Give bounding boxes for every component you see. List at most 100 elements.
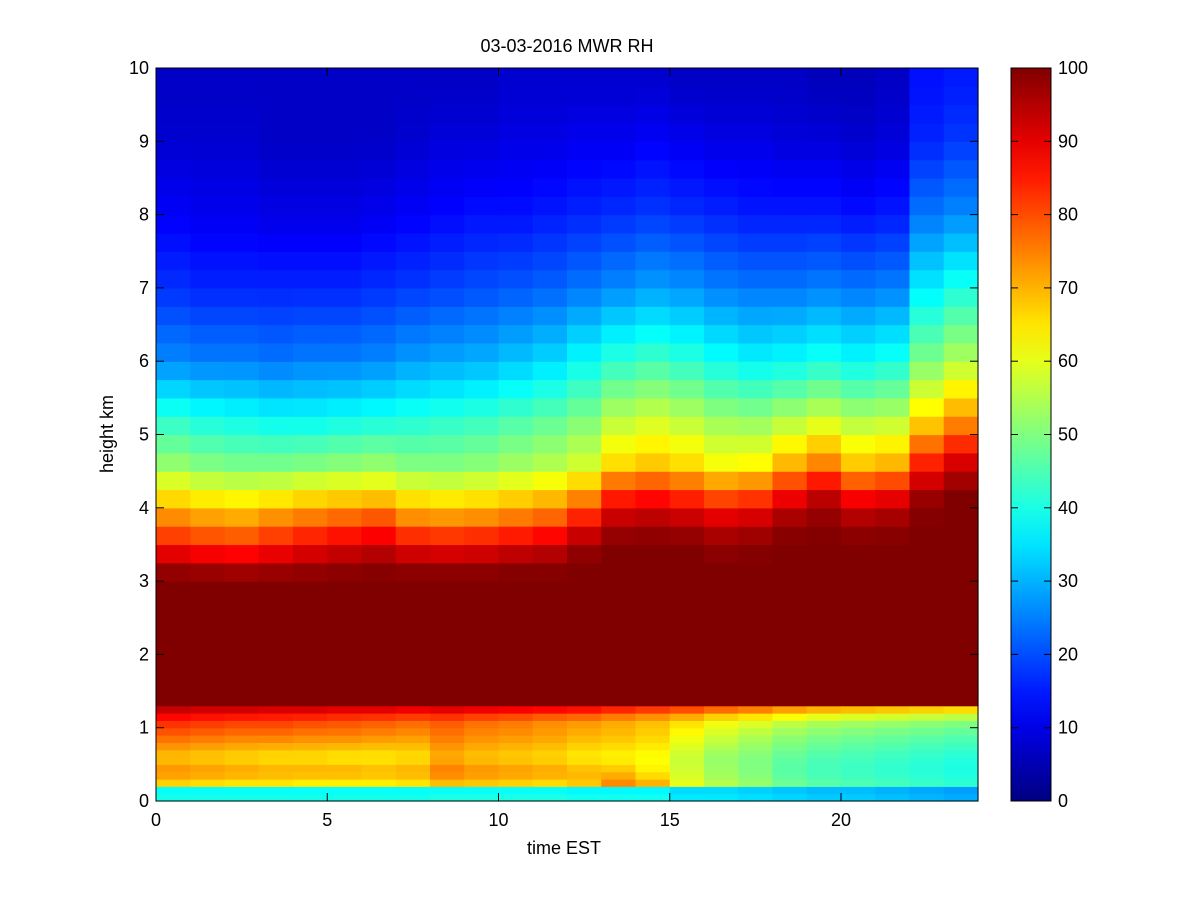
heatmap-cell [669, 654, 705, 674]
heatmap-cell [498, 599, 534, 619]
heatmap-cell [669, 672, 705, 692]
heatmap-cell [258, 526, 294, 546]
heatmap-cell [601, 727, 637, 736]
heatmap-cell [258, 306, 294, 326]
heatmap-cell [258, 361, 294, 381]
heatmap-cell [841, 342, 876, 362]
heatmap-cell [704, 251, 739, 271]
heatmap-cell [806, 452, 842, 472]
heatmap-cell [156, 581, 191, 601]
heatmap-cell [635, 177, 671, 197]
heatmap-cell [464, 196, 500, 216]
heatmap-cell [841, 764, 876, 773]
heatmap-cell [224, 636, 260, 655]
heatmap-cell [601, 434, 637, 454]
heatmap-cell [635, 104, 671, 124]
heatmap-cell [361, 786, 397, 795]
heatmap-cell [327, 771, 363, 780]
heatmap-cell [601, 771, 637, 780]
heatmap-cell [875, 544, 911, 564]
x-axis-label: time EST [527, 838, 601, 858]
heatmap-cell [909, 779, 945, 787]
heatmap-cell [156, 452, 191, 472]
heatmap-cell [943, 159, 979, 179]
heatmap-cell [875, 691, 911, 707]
heatmap-cell [430, 749, 465, 758]
heatmap-cell [806, 489, 842, 509]
heatmap-cell [395, 214, 431, 234]
heatmap-cell [943, 544, 979, 564]
heatmap-cell [806, 691, 842, 707]
heatmap-cell [738, 416, 774, 436]
heatmap-cell [601, 793, 637, 802]
heatmap-cell [224, 232, 260, 252]
heatmap-cell [704, 713, 739, 721]
heatmap-cell [327, 654, 363, 674]
heatmap-cell [532, 672, 568, 692]
heatmap-cell [293, 764, 328, 773]
heatmap-cell [156, 141, 191, 161]
heatmap-cell [498, 749, 534, 758]
heatmap-cell [841, 562, 876, 582]
heatmap-cell [156, 779, 191, 787]
heatmap-cell [909, 159, 945, 179]
heatmap-cell [224, 713, 260, 721]
y-tick-label: 3 [139, 571, 149, 591]
heatmap-cell [841, 691, 876, 707]
heatmap-cell [841, 757, 876, 765]
heatmap-cell [841, 159, 876, 179]
heatmap-cell [532, 779, 568, 787]
heatmap-cell [909, 507, 945, 527]
heatmap-cell [258, 342, 294, 362]
heatmap-cell [772, 691, 808, 707]
heatmap-cell [806, 742, 842, 751]
heatmap-cell [841, 672, 876, 692]
heatmap-cell [704, 672, 739, 692]
heatmap-cell [669, 793, 705, 802]
heatmap-cell [156, 749, 191, 758]
heatmap-cell [704, 196, 739, 216]
heatmap-cell [430, 141, 465, 161]
heatmap-cell [498, 581, 534, 601]
heatmap-cell [464, 749, 500, 758]
heatmap-cell [806, 636, 842, 655]
heatmap-cell [156, 757, 191, 765]
heatmap-cell [190, 232, 226, 252]
heatmap-cell [909, 196, 945, 216]
heatmap-cell [258, 581, 294, 601]
heatmap-cell [875, 214, 911, 234]
heatmap-cell [395, 324, 431, 344]
heatmap-cell [395, 757, 431, 765]
heatmap-cell [532, 471, 568, 491]
x-axis: 0 5 10 15 20 [151, 68, 851, 830]
heatmap-cell [498, 141, 534, 161]
heatmap-cell [669, 507, 705, 527]
heatmap-cell [635, 720, 671, 729]
heatmap-cell [669, 786, 705, 795]
y-axis: 0 1 2 3 4 5 6 7 8 9 10 [129, 58, 978, 811]
heatmap-cell [738, 581, 774, 601]
heatmap-cell [601, 749, 637, 758]
heatmap-cell [156, 672, 191, 692]
heatmap-cell [875, 581, 911, 601]
heatmap-cell [430, 177, 465, 197]
heatmap-cell [361, 507, 397, 527]
heatmap-cell [669, 471, 705, 491]
heatmap-cell [430, 104, 465, 124]
heatmap-cell [669, 691, 705, 707]
heatmap-cell [430, 379, 465, 399]
heatmap-cell [258, 771, 294, 780]
heatmap-cell [190, 452, 226, 472]
heatmap-cell [567, 416, 602, 436]
heatmap-cell [532, 141, 568, 161]
colorbar-tick-label: 30 [1058, 571, 1078, 591]
heatmap-cell [156, 727, 191, 736]
heatmap-cell [704, 68, 739, 87]
heatmap-cell [909, 251, 945, 271]
heatmap-cell [635, 779, 671, 787]
colorbar-axis: 0 10 20 30 40 50 60 70 80 90 100 [1011, 58, 1088, 811]
heatmap-cell [875, 306, 911, 326]
heatmap-cell [909, 705, 945, 714]
heatmap-cell [532, 771, 568, 780]
heatmap-cell [567, 691, 602, 707]
